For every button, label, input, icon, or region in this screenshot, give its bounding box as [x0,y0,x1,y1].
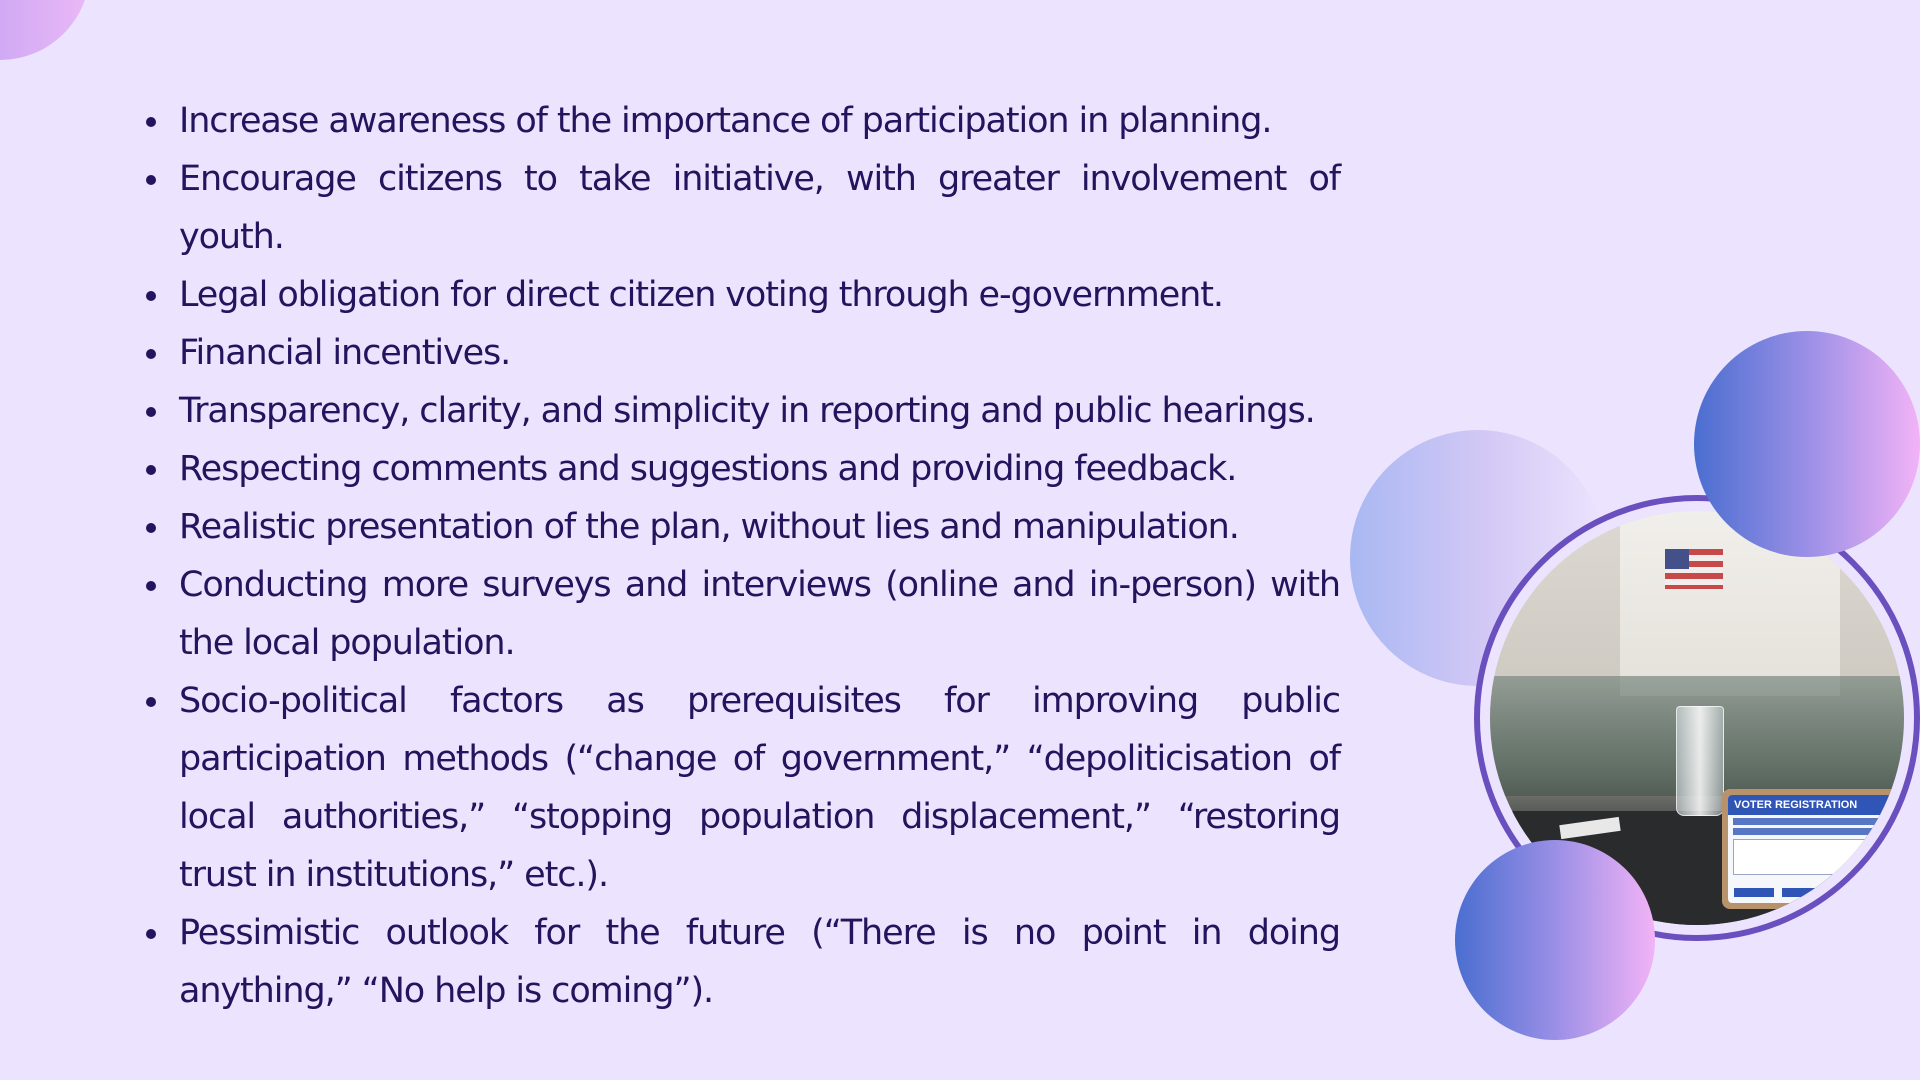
bullet-dot-icon [146,349,156,359]
bullet-list: Increase awareness of the importance of … [140,92,1341,1020]
bullet-text: Legal obligation for direct citizen voti… [179,275,1224,315]
bullet-text: Respecting comments and suggestions and … [179,449,1237,489]
bullet-text: Socio-political factors as prerequisites… [179,681,1341,895]
bullet-text: Encourage citizens to take initiative, w… [179,159,1341,257]
tablet-field-row [1733,818,1904,825]
tablet-title: VOTER REGISTRATION [1728,795,1904,815]
list-item: Legal obligation for direct citizen voti… [140,266,1340,324]
decor-bubble-top [1694,331,1920,557]
list-item: Conducting more surveys and interviews (… [140,556,1341,672]
tablet-button [1734,888,1774,897]
list-item: Encourage citizens to take initiative, w… [140,150,1341,266]
bullet-dot-icon [146,929,156,939]
bullet-dot-icon [146,117,156,127]
tablet-field-row [1733,828,1904,835]
list-item: Financial incentives. [140,324,1340,382]
bullet-dot-icon [146,523,156,533]
water-glass [1676,706,1724,816]
flag-icon [1665,549,1723,589]
list-item: Socio-political factors as prerequisites… [140,672,1341,904]
list-item: Transparency, clarity, and simplicity in… [140,382,1340,440]
corner-decor-circle [0,0,90,60]
bullet-dot-icon [146,407,156,417]
bullet-dot-icon [146,581,156,591]
decor-bubble-bottom [1455,840,1655,1040]
bullet-text: Conducting more surveys and interviews (… [179,565,1341,663]
bullet-dot-icon [146,175,156,185]
list-item: Realistic presentation of the plan, with… [140,498,1340,556]
bullet-text: Pessimistic outlook for the future (“The… [179,913,1341,1011]
bullet-text: Transparency, clarity, and simplicity in… [179,391,1316,431]
voter-tablet: VOTER REGISTRATION [1722,789,1904,909]
bullet-dot-icon [146,465,156,475]
bullet-text: Realistic presentation of the plan, with… [179,507,1240,547]
bullet-text: Financial incentives. [179,333,511,373]
tablet-button [1782,888,1822,897]
bullet-dot-icon [146,697,156,707]
tablet-signature-box [1733,839,1904,875]
tablet-screen: VOTER REGISTRATION [1728,795,1904,903]
list-item: Pessimistic outlook for the future (“The… [140,904,1341,1020]
list-item: Increase awareness of the importance of … [140,92,1340,150]
bullet-dot-icon [146,291,156,301]
bullet-text: Increase awareness of the importance of … [179,101,1272,141]
list-item: Respecting comments and suggestions and … [140,440,1340,498]
